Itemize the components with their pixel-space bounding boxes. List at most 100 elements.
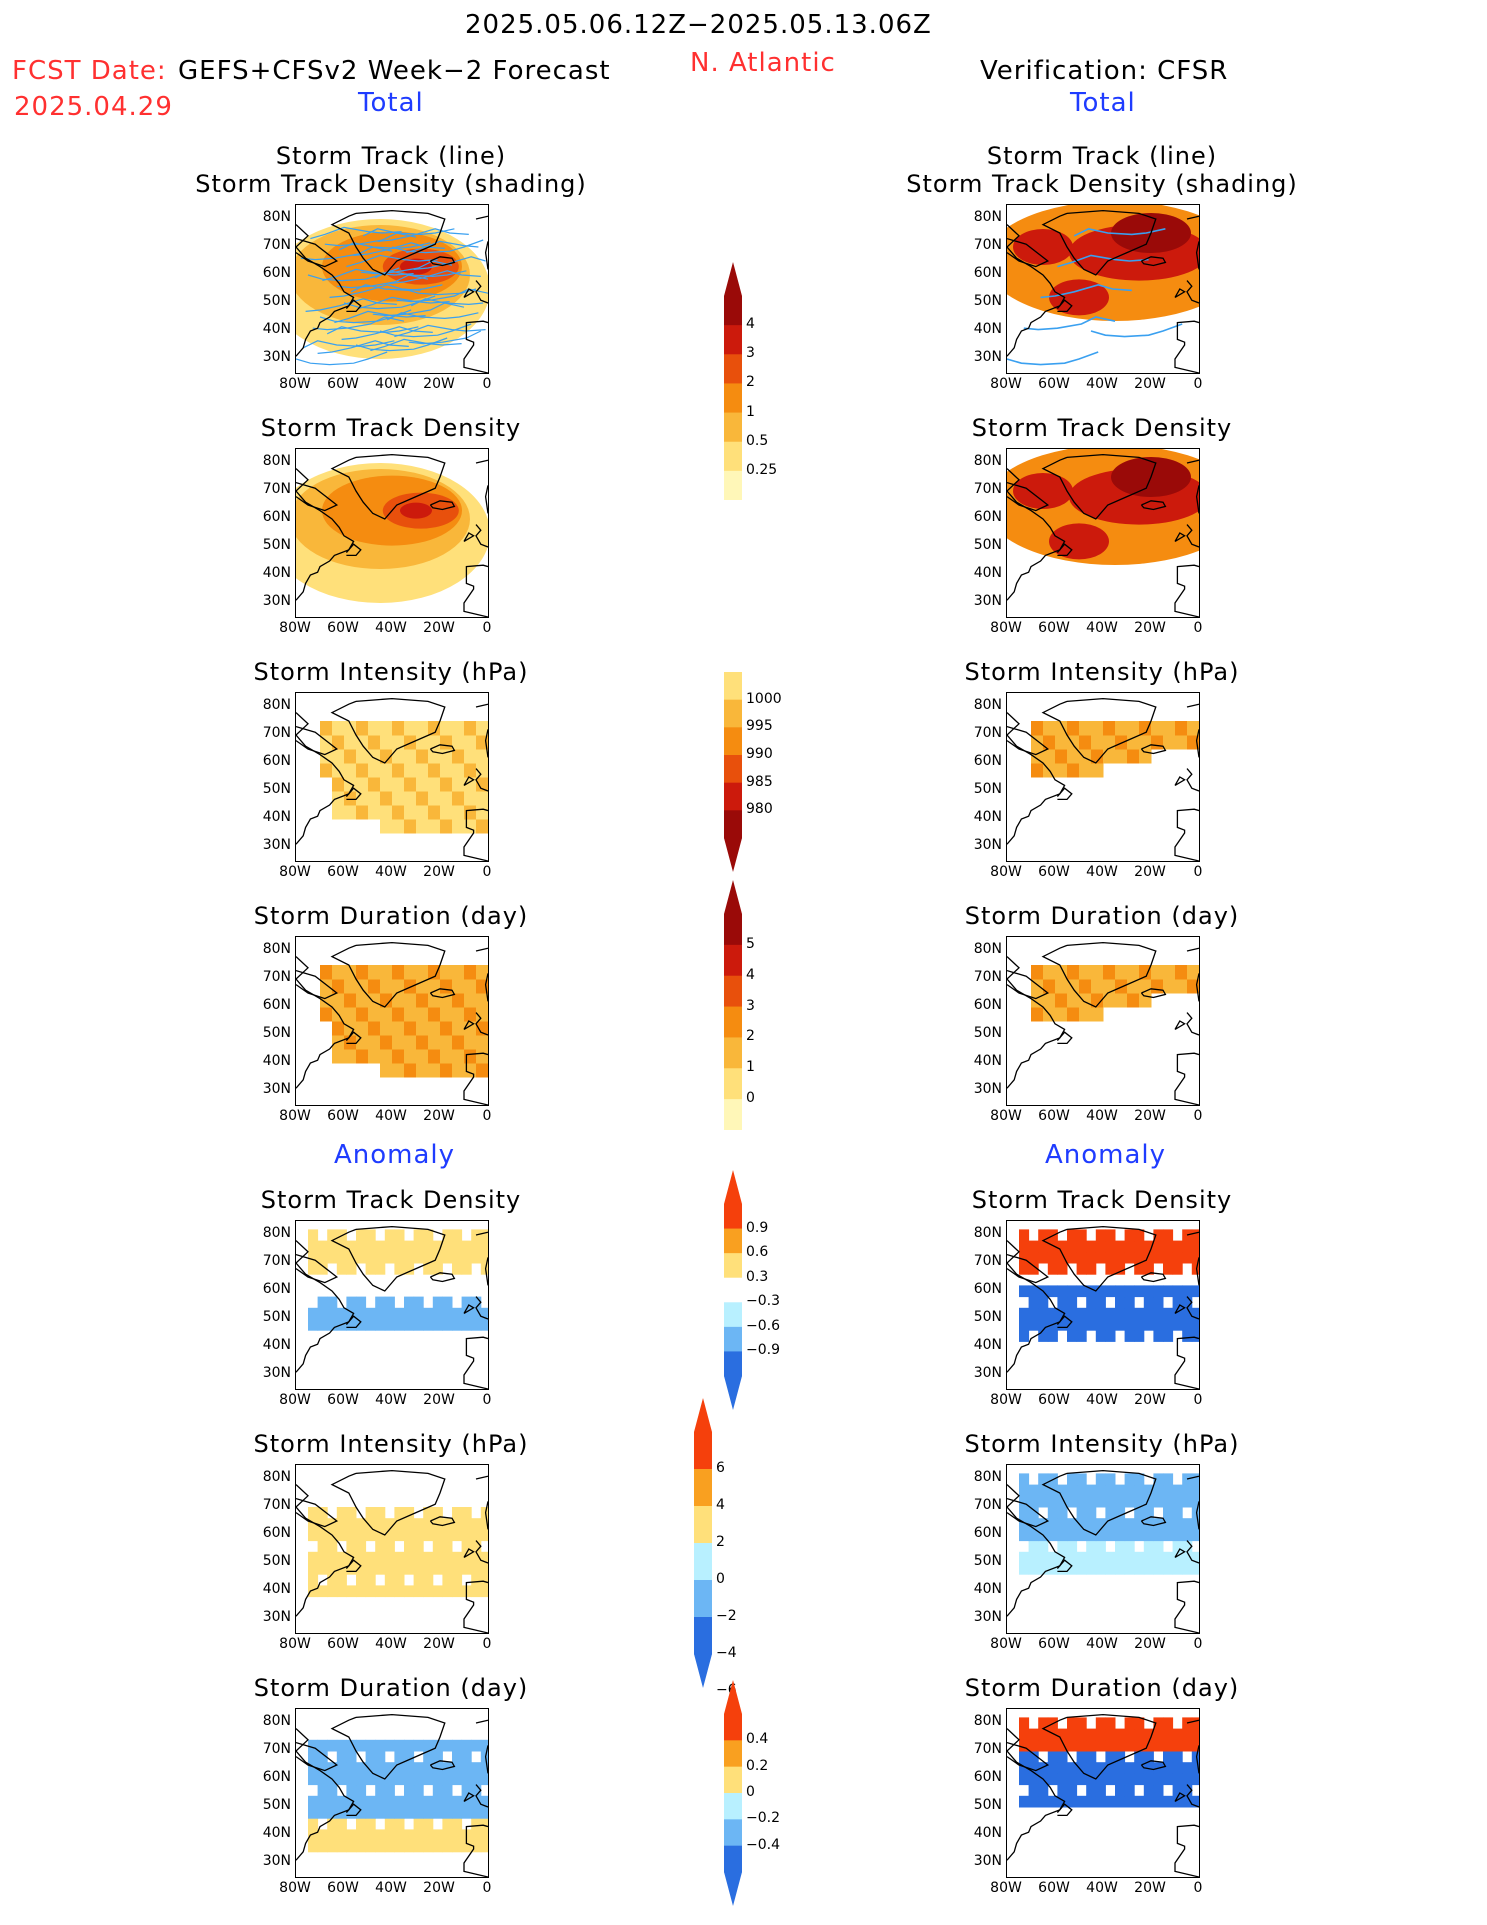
anomaly-cell: [1028, 1540, 1039, 1553]
coastline: [463, 1020, 475, 1030]
anomaly-cell: [336, 1762, 347, 1774]
coastline: [1007, 481, 1050, 512]
anomaly-cell: [1115, 1795, 1126, 1808]
anomaly-cell: [365, 1551, 376, 1564]
verification-label: Verification: CFSR: [980, 56, 1229, 86]
anomaly-cell: [1182, 1307, 1193, 1320]
lat-tick-label: 80N: [262, 697, 291, 713]
coastline: [296, 1484, 355, 1617]
coastline: [484, 1501, 488, 1530]
grid-cell: [440, 1021, 453, 1036]
anomaly-cell: [452, 1263, 463, 1275]
anomaly-cell: [432, 1795, 443, 1808]
coastline: [1056, 1031, 1073, 1045]
coastline: [475, 1012, 488, 1036]
coastline: [296, 468, 355, 601]
anomaly-cell: [1191, 1717, 1199, 1730]
anomaly-cell: [384, 1529, 395, 1542]
coastline: [484, 973, 488, 1002]
anomaly-cell: [1038, 1251, 1049, 1264]
grid-cell: [380, 1049, 393, 1064]
lat-tick-label: 40N: [973, 809, 1002, 825]
anomaly-label-forecast: Anomaly: [334, 1140, 456, 1170]
anomaly-cell: [384, 1319, 395, 1331]
grid-cell: [416, 819, 429, 834]
anomaly-cell: [346, 1739, 357, 1752]
anomaly-cell: [327, 1240, 338, 1253]
grid-cell: [368, 1035, 381, 1050]
anomaly-cell: [1172, 1518, 1183, 1530]
anomaly-cell: [375, 1240, 386, 1253]
grid-cell: [464, 749, 477, 764]
anomaly-cell: [394, 1574, 405, 1586]
anomaly-cell: [1191, 1473, 1199, 1486]
anomaly-cell: [1153, 1717, 1164, 1730]
panel-title: Storm Track Density (shading): [906, 170, 1298, 198]
anomaly-cell: [1057, 1251, 1068, 1264]
colorbar-swatch: [724, 1766, 742, 1794]
anomaly-cell: [308, 1319, 319, 1331]
anomaly-cell: [471, 1307, 482, 1320]
grid-cell: [1055, 979, 1068, 994]
anomaly-cell: [1028, 1263, 1039, 1275]
anomaly-cell: [471, 1795, 482, 1808]
anomaly-cell: [1076, 1330, 1087, 1342]
anomaly-cell: [1143, 1240, 1154, 1253]
anomaly-cell: [375, 1807, 386, 1819]
lon-tick-label: 40W: [375, 1880, 407, 1896]
anomaly-cell: [1076, 1751, 1087, 1763]
anomaly-cell: [1067, 1795, 1078, 1808]
storm-track-line: [377, 228, 469, 242]
coastline: [296, 956, 355, 1089]
grid-cell: [440, 1049, 453, 1064]
anomaly-cell: [1095, 1473, 1106, 1486]
panel-title: Storm Track (line): [986, 142, 1218, 170]
grid-cell: [344, 721, 357, 736]
anomaly-cell: [1143, 1251, 1154, 1264]
anomaly-cell: [452, 1518, 463, 1530]
lon-tick-label: 40W: [375, 376, 407, 392]
grid-cell: [476, 749, 488, 764]
anomaly-cell: [1038, 1540, 1049, 1553]
map-panel: [295, 1220, 489, 1390]
anomaly-cell: [1143, 1529, 1154, 1542]
coastline: [1186, 459, 1199, 464]
grid-cell: [1175, 979, 1188, 994]
map-canvas: [1007, 449, 1199, 617]
grid-cell: [416, 805, 429, 820]
anomaly-cell: [404, 1296, 415, 1309]
coastline: [1174, 1792, 1186, 1802]
anomaly-cell: [327, 1251, 338, 1264]
anomaly-cell: [1076, 1551, 1087, 1564]
anomaly-cell: [1095, 1229, 1106, 1242]
storm-track-line: [362, 228, 455, 237]
lat-tick-label: 30N: [973, 593, 1002, 609]
anomaly-cell: [423, 1251, 434, 1264]
anomaly-cell: [336, 1739, 347, 1752]
anomaly-cell: [317, 1585, 328, 1598]
anomaly-cell: [1067, 1540, 1078, 1553]
anomaly-cell: [1124, 1307, 1135, 1320]
lat-tick-label: 30N: [973, 1081, 1002, 1097]
coastline: [463, 532, 475, 542]
lon-tick-label: 80W: [990, 376, 1022, 392]
anomaly-cell: [1143, 1751, 1154, 1763]
anomaly-cell: [375, 1840, 386, 1853]
anomaly-cell: [336, 1240, 347, 1253]
colorbar-swatch: [694, 1432, 712, 1470]
anomaly-cell: [1067, 1762, 1078, 1774]
storm-track-line: [336, 274, 429, 289]
lon-tick-label: 60W: [327, 1880, 359, 1896]
grid-cell: [416, 791, 429, 806]
anomaly-cell: [1105, 1319, 1116, 1331]
grid-cell: [1139, 749, 1152, 764]
coastline: [345, 1803, 362, 1817]
colorbar-swatch: [724, 1793, 742, 1820]
lat-tick-label: 40N: [973, 321, 1002, 337]
anomaly-cell: [1134, 1495, 1145, 1508]
anomaly-cell: [471, 1563, 482, 1575]
anomaly-cell: [1019, 1495, 1030, 1508]
anomaly-cell: [1172, 1784, 1183, 1797]
anomaly-cell: [346, 1307, 357, 1320]
colorbar-swatch: [724, 810, 742, 839]
